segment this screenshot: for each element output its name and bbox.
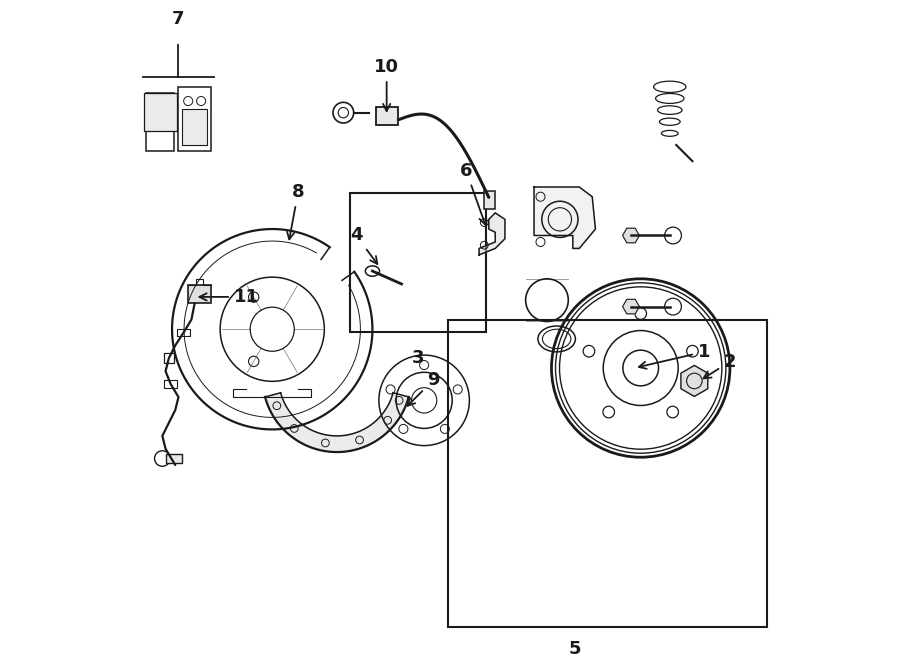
Polygon shape xyxy=(681,366,707,397)
Bar xyxy=(350,194,486,332)
Text: 10: 10 xyxy=(374,58,399,111)
Text: 5: 5 xyxy=(569,641,581,658)
Polygon shape xyxy=(534,187,596,249)
Bar xyxy=(183,110,207,145)
Bar xyxy=(448,319,767,627)
Polygon shape xyxy=(623,299,639,314)
Bar xyxy=(188,286,211,303)
Polygon shape xyxy=(479,213,505,255)
Bar xyxy=(165,380,177,388)
Text: 7: 7 xyxy=(172,10,184,28)
Text: 9: 9 xyxy=(408,371,439,406)
Text: 11: 11 xyxy=(200,288,259,306)
Text: 1: 1 xyxy=(639,343,710,369)
Text: 2: 2 xyxy=(704,352,736,378)
Bar xyxy=(375,107,399,125)
Bar xyxy=(166,454,182,463)
Text: 4: 4 xyxy=(350,227,377,264)
Bar xyxy=(177,329,190,336)
Bar xyxy=(178,87,211,151)
Polygon shape xyxy=(266,393,409,452)
Bar xyxy=(483,191,495,209)
Bar xyxy=(144,93,176,131)
Bar xyxy=(164,353,174,364)
Bar xyxy=(146,93,174,151)
Polygon shape xyxy=(623,228,639,243)
Text: 6: 6 xyxy=(460,162,486,225)
Text: 8: 8 xyxy=(287,183,304,239)
Text: 3: 3 xyxy=(411,349,424,368)
